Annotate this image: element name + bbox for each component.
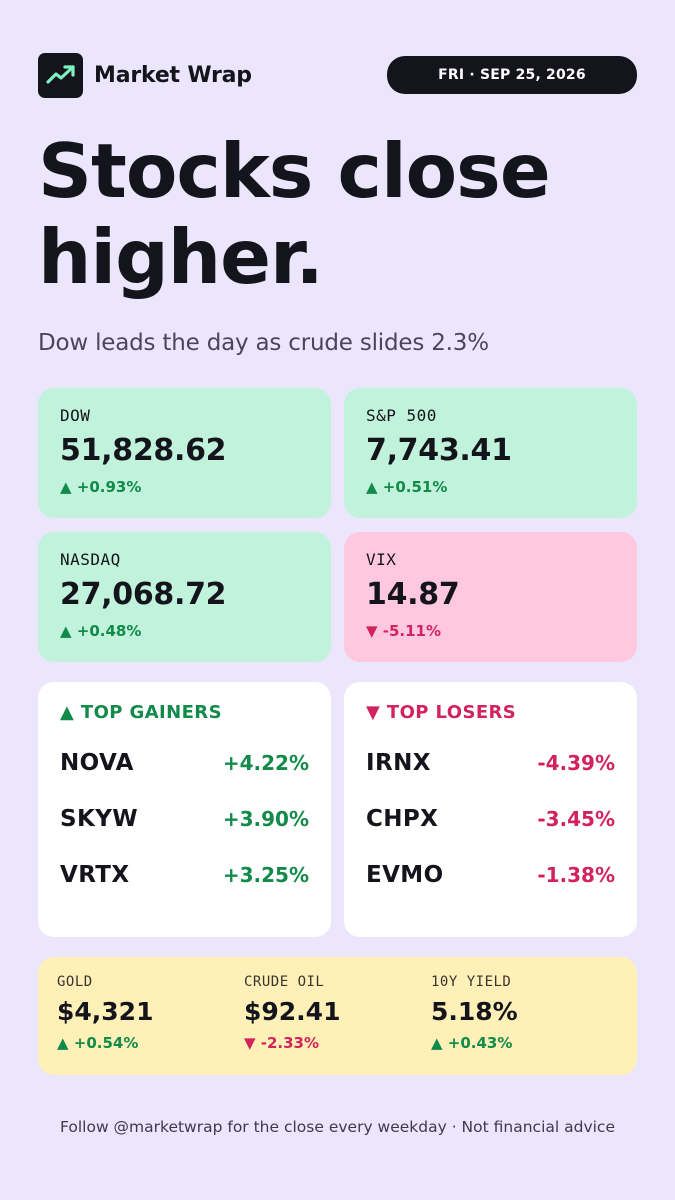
index-label: VIX bbox=[366, 550, 397, 569]
subheadline: Dow leads the day as crude slides 2.3% bbox=[38, 330, 489, 356]
commodity-change: ▲ +0.43% bbox=[431, 1034, 513, 1052]
index-value: 27,068.72 bbox=[60, 577, 227, 612]
index-label: NASDAQ bbox=[60, 550, 121, 569]
trend-line-icon bbox=[38, 52, 83, 98]
ticker-change: -4.39% bbox=[537, 751, 615, 775]
index-label: S&P 500 bbox=[366, 406, 437, 425]
ticker-symbol: EVMO bbox=[366, 862, 444, 888]
commodity-change: ▼ -2.33% bbox=[244, 1034, 320, 1052]
gainer-row: VRTX +3.25% bbox=[60, 847, 309, 903]
index-card-nasdaq: NASDAQ 27,068.72 ▲ +0.48% bbox=[38, 532, 331, 662]
ticker-change: +3.90% bbox=[222, 807, 309, 831]
header: Market Wrap FRI · SEP 25, 2026 bbox=[38, 52, 637, 98]
gainer-row: SKYW +3.90% bbox=[60, 791, 309, 847]
commodity-label: 10Y YIELD bbox=[431, 974, 512, 990]
commodity-label: GOLD bbox=[57, 974, 93, 990]
footer-text: Follow @marketwrap for the close every w… bbox=[60, 1118, 615, 1136]
commodity-label: CRUDE OIL bbox=[244, 974, 325, 990]
loser-row: EVMO -1.38% bbox=[366, 847, 615, 903]
brand: Market Wrap bbox=[38, 52, 252, 98]
index-card-sp500: S&P 500 7,743.41 ▲ +0.51% bbox=[344, 388, 637, 518]
index-value: 14.87 bbox=[366, 577, 460, 612]
index-label: DOW bbox=[60, 406, 91, 425]
ticker-symbol: SKYW bbox=[60, 806, 139, 832]
top-losers-card: ▼ TOP LOSERS IRNX -4.39% CHPX -3.45% EVM… bbox=[344, 682, 637, 937]
ticker-symbol: CHPX bbox=[366, 806, 439, 832]
commodity-value: 5.18% bbox=[431, 997, 518, 1026]
headline-line-1: Stocks close bbox=[38, 127, 551, 215]
commodity-value: $4,321 bbox=[57, 997, 154, 1026]
date-badge: FRI · SEP 25, 2026 bbox=[387, 56, 637, 94]
ticker-change: +4.22% bbox=[222, 751, 309, 775]
ticker-change: +3.25% bbox=[222, 863, 309, 887]
loser-row: CHPX -3.45% bbox=[366, 791, 615, 847]
top-gainers-card: ▲ TOP GAINERS NOVA +4.22% SKYW +3.90% VR… bbox=[38, 682, 331, 937]
ticker-symbol: IRNX bbox=[366, 750, 431, 776]
index-change: ▲ +0.48% bbox=[60, 622, 142, 640]
commodity-crude-oil: CRUDE OIL $92.41 ▼ -2.33% bbox=[244, 974, 431, 1058]
commodity-change: ▲ +0.54% bbox=[57, 1034, 139, 1052]
commodities-panel: GOLD $4,321 ▲ +0.54% CRUDE OIL $92.41 ▼ … bbox=[38, 957, 637, 1075]
index-change: ▼ -5.11% bbox=[366, 622, 442, 640]
commodity-gold: GOLD $4,321 ▲ +0.54% bbox=[57, 974, 244, 1058]
ticker-symbol: NOVA bbox=[60, 750, 134, 776]
top-losers-title: ▼ TOP LOSERS bbox=[366, 702, 517, 723]
index-value: 51,828.62 bbox=[60, 433, 227, 468]
index-change: ▲ +0.93% bbox=[60, 478, 142, 496]
headline: Stocks close higher. bbox=[38, 128, 648, 300]
index-value: 7,743.41 bbox=[366, 433, 512, 468]
gainer-row: NOVA +4.22% bbox=[60, 735, 309, 791]
index-change: ▲ +0.51% bbox=[366, 478, 448, 496]
index-card-dow: DOW 51,828.62 ▲ +0.93% bbox=[38, 388, 331, 518]
top-gainers-title: ▲ TOP GAINERS bbox=[60, 702, 222, 723]
headline-line-2: higher. bbox=[38, 213, 324, 301]
brand-name: Market Wrap bbox=[94, 62, 252, 88]
commodity-10y-yield: 10Y YIELD 5.18% ▲ +0.43% bbox=[431, 974, 618, 1058]
loser-row: IRNX -4.39% bbox=[366, 735, 615, 791]
ticker-change: -1.38% bbox=[537, 863, 615, 887]
commodity-value: $92.41 bbox=[244, 997, 341, 1026]
index-card-vix: VIX 14.87 ▼ -5.11% bbox=[344, 532, 637, 662]
ticker-change: -3.45% bbox=[537, 807, 615, 831]
ticker-symbol: VRTX bbox=[60, 862, 130, 888]
